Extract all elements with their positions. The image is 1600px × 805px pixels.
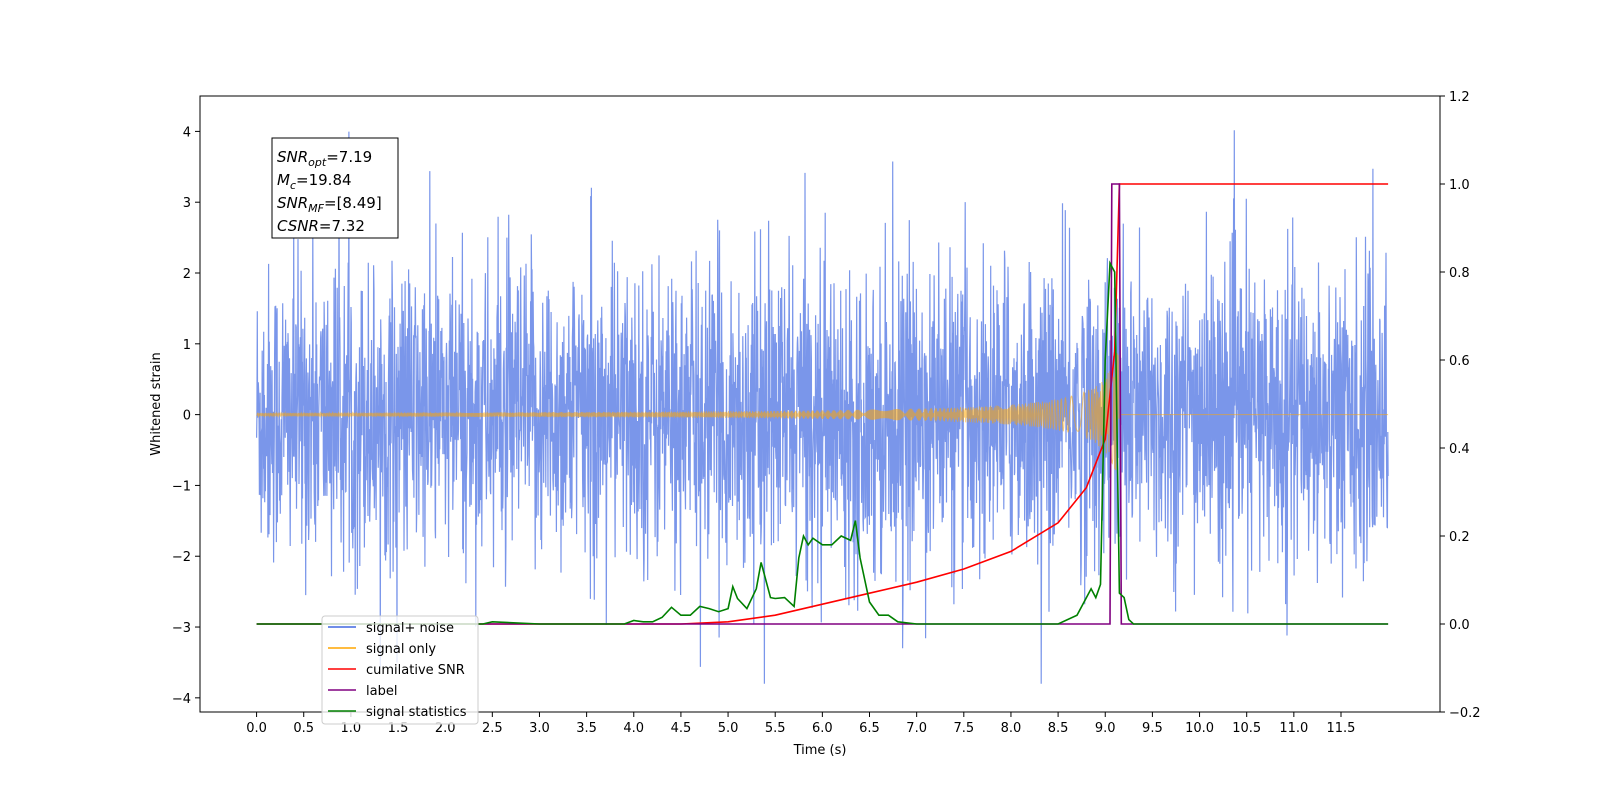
- annotation-line: SNRopt=7.19: [277, 148, 372, 169]
- plot-area: [256, 130, 1389, 684]
- series-signal-statistics: [256, 260, 1389, 625]
- y2-tick-label: 0.0: [1449, 618, 1470, 633]
- x-tick-label: 5.0: [718, 721, 739, 736]
- x-tick-label: 7.0: [906, 721, 927, 736]
- y-tick-label: −3: [172, 621, 191, 636]
- series-signal-noise: [256, 130, 1389, 684]
- x-axis-label: Time (s): [793, 743, 847, 758]
- y-tick-label: 2: [183, 267, 191, 282]
- y2-tick-label: 0.4: [1449, 442, 1470, 457]
- legend-label: signal statistics: [366, 705, 467, 720]
- x-tick-label: 4.5: [671, 721, 692, 736]
- series-cumilative-snr: [256, 183, 1389, 625]
- x-tick-label: 5.5: [765, 721, 786, 736]
- y2-tick-label: 0.6: [1449, 354, 1470, 369]
- x-tick-label: 6.5: [859, 721, 880, 736]
- series-signal-only: [256, 353, 1389, 471]
- x-tick-label: 1.5: [388, 721, 409, 736]
- x-tick-label: 11.5: [1327, 721, 1356, 736]
- y2-tick-label: 0.8: [1449, 266, 1470, 281]
- y2-tick-label: −0.2: [1449, 706, 1481, 721]
- legend-frame: [321, 615, 479, 725]
- annotation-line: Mc=19.84: [277, 171, 352, 192]
- x-tick-label: 11.0: [1279, 721, 1308, 736]
- y-axis-label: Whitened strain: [149, 352, 164, 455]
- legend-label: signal+ noise: [366, 621, 454, 636]
- legend-label: signal only: [366, 642, 436, 657]
- legend: signal+ noise signal only cumilative SNR la…: [321, 615, 479, 725]
- y-tick-label: 1: [183, 338, 191, 353]
- x-tick-label: 7.5: [953, 721, 974, 736]
- y-tick-label: −4: [172, 692, 191, 707]
- x-tick-label: 2.5: [482, 721, 503, 736]
- annotation-line: CSNR=7.32: [277, 217, 365, 235]
- x-tick-label: 6.0: [812, 721, 833, 736]
- y-tick-label: 4: [183, 125, 191, 140]
- x-tick-label: 1.0: [341, 721, 362, 736]
- x-tick-label: 4.0: [623, 721, 644, 736]
- legend-label: cumilative SNR: [366, 663, 465, 678]
- y-tick-label: −2: [172, 550, 191, 565]
- axes: 0.0 0.5 1.0 1.5 2.0 2.5 3.0 3.5 4.0 4.5 5.0 5.5 6.0 6…: [172, 90, 1481, 736]
- x-tick-label: 10.5: [1232, 721, 1261, 736]
- x-tick-label: 8.5: [1048, 721, 1069, 736]
- x-tick-label: 9.0: [1095, 721, 1116, 736]
- x-tick-label: 3.0: [529, 721, 550, 736]
- x-tick-label: 0.5: [293, 721, 314, 736]
- annotation-frame: [271, 137, 399, 239]
- x-tick-label: 9.5: [1142, 721, 1163, 736]
- x-tick-label: 0.0: [246, 721, 267, 736]
- x-tick-label: 8.0: [1001, 721, 1022, 736]
- legend-label: label: [366, 684, 397, 699]
- annotation-line: SNRMF=[8.49]: [277, 194, 382, 215]
- y2-tick-label: 1.0: [1449, 178, 1470, 193]
- y2-tick-label: 1.2: [1449, 90, 1470, 105]
- x-tick-label: 2.0: [435, 721, 456, 736]
- y-tick-label: 0: [183, 409, 191, 424]
- y2-tick-label: 0.2: [1449, 530, 1470, 545]
- plot-frame: [199, 95, 1441, 713]
- x-tick-label: 3.5: [576, 721, 597, 736]
- y-tick-label: 3: [183, 196, 191, 211]
- y-tick-label: −1: [172, 479, 191, 494]
- x-tick-label: 10.0: [1185, 721, 1214, 736]
